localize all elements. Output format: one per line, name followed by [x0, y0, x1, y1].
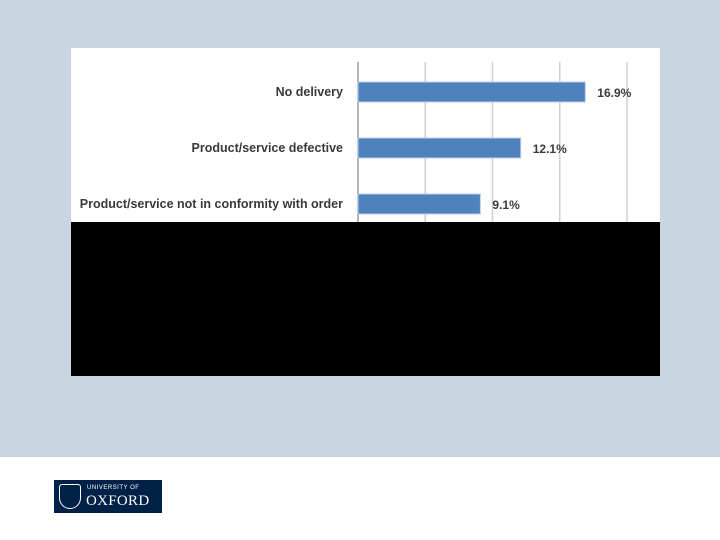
bar [357, 193, 481, 215]
category-label: Product/service defective [77, 128, 343, 168]
logo-line1: UNIVERSITY OF [87, 485, 140, 491]
category-text: Product/service defective [191, 140, 343, 155]
crest [59, 484, 81, 509]
category-label: Product/service not in conformity with o… [77, 184, 343, 224]
chart-panel: 16.9% 12.1% 9.1% No delivery Product/servic… [71, 48, 660, 376]
logo-line2: OXFORD [86, 493, 150, 509]
category-label: No delivery [77, 72, 343, 112]
oxford-logo: UNIVERSITY OF OXFORD [54, 480, 162, 513]
bar [357, 81, 586, 103]
category-text: Product/service not in conformity with o… [79, 196, 343, 211]
value-label: 16.9% [597, 86, 631, 100]
category-text: No delivery [275, 84, 343, 99]
value-label: 12.1% [533, 142, 567, 156]
bar [357, 137, 522, 159]
value-label: 9.1% [492, 198, 520, 212]
chart: 16.9% 12.1% 9.1% [357, 62, 632, 222]
black-cover [71, 222, 660, 376]
